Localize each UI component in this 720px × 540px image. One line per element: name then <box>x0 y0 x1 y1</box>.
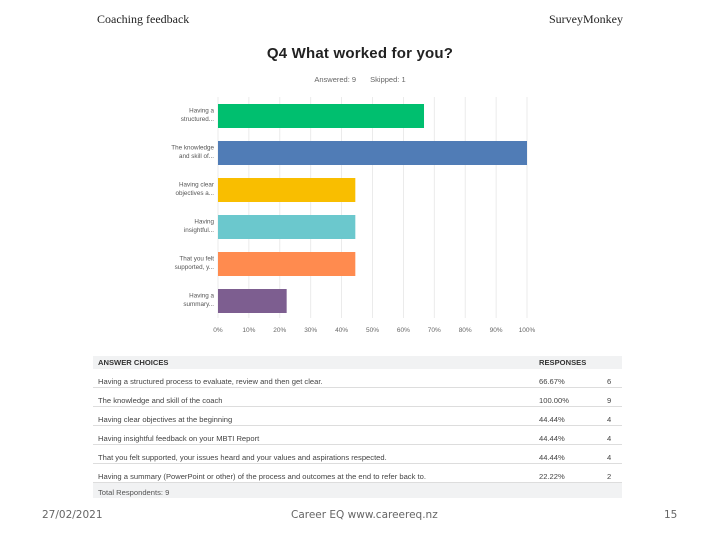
answer-choice: Having clear objectives at the beginning <box>93 406 534 426</box>
response-percent: 100.00% <box>534 387 602 407</box>
x-tick-label: 80% <box>459 327 472 334</box>
response-count: 4 <box>602 425 622 445</box>
response-percent: 44.44% <box>534 425 602 445</box>
bar <box>218 178 356 202</box>
x-tick-label: 40% <box>335 327 348 334</box>
answer-choice: That you felt supported, your issues hea… <box>93 444 534 464</box>
category-label-line: summary... <box>183 301 214 308</box>
x-tick-label: 70% <box>428 327 441 334</box>
answer-choice: Having a structured process to evaluate,… <box>93 369 534 388</box>
response-count: 4 <box>602 406 622 426</box>
category-label: Having a structured... <box>181 107 215 123</box>
category-label-line: Having <box>194 218 214 225</box>
bar <box>218 289 287 313</box>
response-percent: 44.44% <box>534 444 602 464</box>
bar <box>218 252 356 276</box>
answer-choice: The knowledge and skill of the coach <box>93 387 534 407</box>
footer-page-number: 15 <box>664 509 678 521</box>
table-header-row: ANSWER CHOICES RESPONSES <box>93 356 622 369</box>
response-count: 2 <box>602 463 622 483</box>
answer-choices-table: ANSWER CHOICES RESPONSES Having a struct… <box>93 356 622 498</box>
skipped-count: Skipped: 1 <box>370 75 406 84</box>
category-label-line: Having a <box>189 107 214 114</box>
response-percent: 66.67% <box>534 369 602 388</box>
x-tick-label: 100% <box>519 327 536 334</box>
response-summary: Answered: 9 Skipped: 1 <box>0 75 720 84</box>
chart-category-labels: Having a structured... The knowledge and sk… <box>171 107 214 308</box>
category-label: The knowledge and skill of... <box>171 144 214 160</box>
total-respondents: Total Respondents: 9 <box>93 482 622 498</box>
response-count: 6 <box>602 369 622 388</box>
category-label-line: supported, y... <box>175 264 215 271</box>
category-label-line: and skill of... <box>179 153 214 160</box>
footer-website: Career EQ www.careereq.nz <box>291 509 438 521</box>
response-percent: 44.44% <box>534 406 602 426</box>
footer-date: 27/02/2021 <box>42 509 103 521</box>
category-label-line: structured... <box>181 116 214 123</box>
category-label: Having clear objectives a... <box>175 181 214 197</box>
category-label-line: Having clear <box>179 181 214 188</box>
bar <box>218 215 356 239</box>
bar <box>218 104 425 128</box>
category-label: Having a summary... <box>183 292 214 308</box>
category-label-line: The knowledge <box>171 144 214 151</box>
table-row: Having a summary (PowerPoint or other) o… <box>93 463 622 483</box>
x-tick-label: 30% <box>304 327 317 334</box>
slide-header-title: Coaching feedback <box>97 12 190 26</box>
table-row: The knowledge and skill of the coach 100… <box>93 387 622 407</box>
table-row: Having a structured process to evaluate,… <box>93 369 622 388</box>
answer-choice: Having a summary (PowerPoint or other) o… <box>93 463 534 483</box>
bar-chart: Having a structured... The knowledge and sk… <box>171 97 536 334</box>
responses-header: RESPONSES <box>534 356 622 369</box>
x-tick-label: 50% <box>366 327 379 334</box>
x-tick-label: 20% <box>273 327 286 334</box>
category-label-line: Having a <box>189 292 214 299</box>
answer-choices-header: ANSWER CHOICES <box>93 356 534 369</box>
response-percent: 22.22% <box>534 463 602 483</box>
table-row: Having insightful feedback on your MBTI … <box>93 425 622 445</box>
total-respondents-row: Total Respondents: 9 <box>93 482 622 498</box>
x-tick-label: 60% <box>397 327 410 334</box>
answer-choice: Having insightful feedback on your MBTI … <box>93 425 534 445</box>
response-count: 9 <box>602 387 622 407</box>
question-title: Q4 What worked for you? <box>266 45 454 62</box>
answered-count: Answered: 9 <box>314 75 357 84</box>
category-label: That you felt supported, y... <box>175 255 215 271</box>
x-tick-label: 10% <box>242 327 255 334</box>
chart-x-ticks: 0% 10% 20% 30% 40% 50% 60% 70% 80% 90% 100% <box>213 327 535 334</box>
surveymonkey-logo: SurveyMonkey <box>549 12 623 26</box>
x-tick-label: 90% <box>490 327 503 334</box>
table-row: That you felt supported, your issues hea… <box>93 444 622 464</box>
chart-bars <box>218 104 527 313</box>
bar <box>218 141 527 165</box>
category-label-line: insightful... <box>184 227 214 234</box>
category-label-line: That you felt <box>179 255 214 262</box>
x-tick-label: 0% <box>213 327 223 334</box>
table-row: Having clear objectives at the beginning… <box>93 406 622 426</box>
category-label-line: objectives a... <box>175 190 214 197</box>
chart-gridlines <box>217 97 528 318</box>
category-label: Having insightful... <box>184 218 215 234</box>
response-count: 4 <box>602 444 622 464</box>
